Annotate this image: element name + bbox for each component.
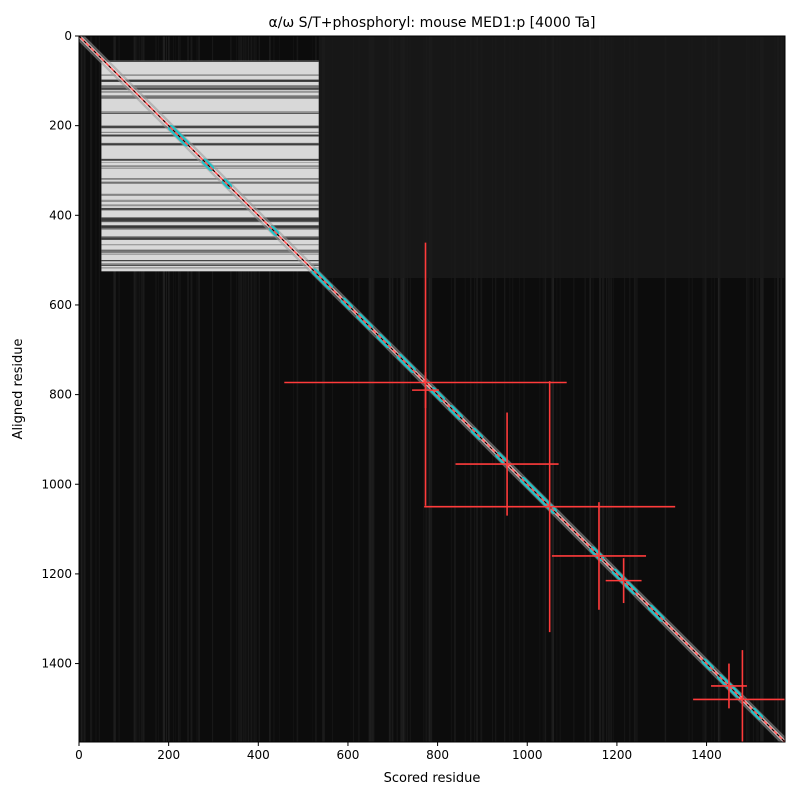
y-tick-label: 1200 <box>41 567 72 581</box>
x-tick-label: 0 <box>75 748 83 762</box>
x-tick-label: 800 <box>426 748 449 762</box>
y-tick-label: 200 <box>49 119 72 133</box>
error-bar-point <box>711 663 747 709</box>
error-bar-point <box>693 650 785 742</box>
chart-title: α/ω S/T+phosphoryl: mouse MED1:p [4000 T… <box>269 15 596 31</box>
error-bar-point <box>455 412 559 516</box>
y-tick-label: 600 <box>49 298 72 312</box>
y-tick-label: 800 <box>49 388 72 402</box>
x-axis-label: Scored residue <box>384 771 481 786</box>
x-tick-label: 400 <box>247 748 270 762</box>
x-tick-label: 600 <box>336 748 359 762</box>
y-tick-label: 400 <box>49 208 72 222</box>
upper-band <box>318 36 785 279</box>
y-tick-label: 1400 <box>41 657 72 671</box>
error-bar-point <box>605 558 642 604</box>
y-axis-label: Aligned residue <box>11 339 26 440</box>
x-tick-label: 1000 <box>512 748 543 762</box>
block-bands <box>101 60 319 269</box>
y-tick-label: 0 <box>64 29 72 43</box>
error-bar-point <box>424 381 676 633</box>
diagonal-core-line <box>79 36 785 742</box>
y-tick-label: 1000 <box>41 477 72 491</box>
plot-frame <box>78 35 786 743</box>
error-bar-point <box>412 372 439 409</box>
x-tick-label: 200 <box>157 748 180 762</box>
error-bar-point <box>551 502 647 610</box>
x-tick-label: 1200 <box>602 748 633 762</box>
x-tick-label: 1400 <box>691 748 722 762</box>
